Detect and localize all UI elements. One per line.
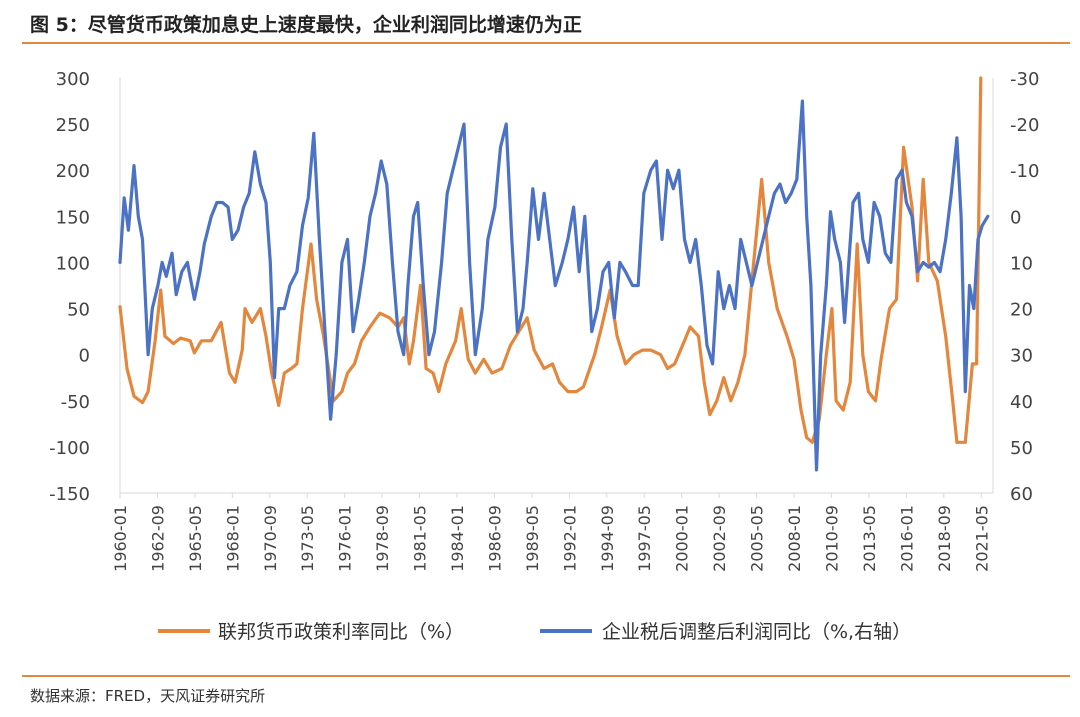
left-tick-label: -100 — [49, 438, 90, 459]
legend: 联邦货币政策利率同比（%） 企业税后调整后利润同比（%,右轴） — [158, 621, 911, 643]
x-tick-label: 1984-01 — [448, 505, 467, 572]
x-tick-label: 1970-09 — [261, 505, 280, 572]
left-tick-label: 100 — [56, 253, 90, 274]
legend-label-profit: 企业税后调整后利润同比（%,右轴） — [602, 621, 911, 643]
x-tick-label: 2016-01 — [897, 505, 916, 572]
fed-funds-rate-line — [118, 76, 983, 444]
left-tick-label: 0 — [79, 346, 90, 367]
right-tick-label: 0 — [1010, 207, 1021, 228]
source-note: 数据来源：FRED，天风证券研究所 — [30, 687, 266, 705]
x-tick-label: 1968-01 — [223, 505, 242, 572]
right-tick-label: -20 — [1010, 115, 1039, 136]
right-tick-label: 30 — [1010, 346, 1033, 367]
right-axis-ticks: -30 -20 -10 0 10 20 30 40 50 60 — [1010, 69, 1039, 505]
left-tick-label: 250 — [56, 115, 90, 136]
x-tick-label: 2021-05 — [972, 505, 991, 572]
right-tick-label: 20 — [1010, 300, 1033, 321]
x-tick-label: 2013-05 — [860, 505, 879, 572]
x-tick-label: 2000-01 — [673, 505, 692, 572]
x-tick-label: 1976-01 — [336, 505, 355, 572]
x-tick-label: 2002-09 — [710, 505, 729, 572]
right-tick-label: 50 — [1010, 438, 1033, 459]
x-tick-label: 1962-09 — [148, 505, 167, 572]
x-tick-label: 1992-01 — [560, 505, 579, 572]
series-layer — [118, 76, 990, 472]
x-tick-label: 2018-09 — [935, 505, 954, 572]
left-tick-label: 200 — [56, 161, 90, 182]
x-tick-label: 1997-05 — [635, 505, 654, 572]
x-tick-label: 1986-09 — [485, 505, 504, 572]
left-axis-ticks: 300 250 200 150 100 50 0 -50 -100 -150 — [49, 69, 90, 505]
right-tick-label: 40 — [1010, 392, 1033, 413]
x-tick-label: 1965-05 — [186, 505, 205, 572]
x-tick-label: 2010-09 — [822, 505, 841, 572]
left-tick-label: 50 — [67, 300, 90, 321]
corporate-profit-line — [118, 99, 990, 472]
title-rule — [22, 42, 1070, 44]
legend-label-fed-rate: 联邦货币政策利率同比（%） — [218, 621, 464, 643]
chart-title: 图 5：尽管货币政策加息史上速度最快，企业利润同比增速仍为正 — [30, 14, 582, 36]
x-tick-label: 1978-09 — [373, 505, 392, 572]
source-rule — [22, 675, 1070, 677]
x-tick-label: 1973-05 — [298, 505, 317, 572]
x-axis-ticks: 1960-01 1962-09 1965-05 1968-01 1970-09 1973-… — [111, 493, 991, 572]
x-tick-label: 1981-05 — [411, 505, 430, 572]
left-tick-label: 300 — [56, 69, 90, 90]
left-tick-label: -150 — [49, 484, 90, 505]
right-tick-label: 60 — [1010, 484, 1033, 505]
right-tick-label: 10 — [1010, 253, 1033, 274]
x-tick-label: 1994-09 — [598, 505, 617, 572]
left-tick-label: -50 — [61, 392, 90, 413]
right-tick-label: -10 — [1010, 161, 1039, 182]
x-tick-label: 1989-05 — [523, 505, 542, 572]
x-tick-label: 1960-01 — [111, 505, 130, 572]
left-tick-label: 150 — [56, 207, 90, 228]
right-tick-label: -30 — [1010, 69, 1039, 90]
x-tick-label: 2008-01 — [785, 505, 804, 572]
x-tick-label: 2005-05 — [748, 505, 767, 572]
